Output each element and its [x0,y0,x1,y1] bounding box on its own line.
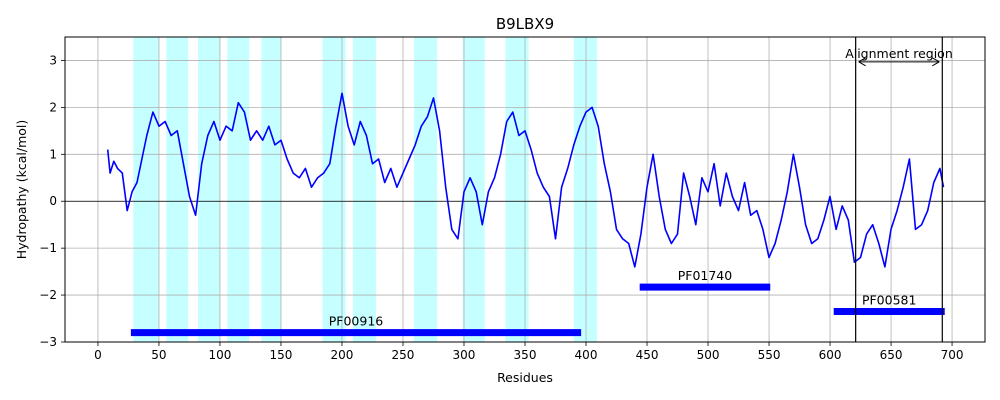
x-tick-label: 100 [209,348,232,362]
y-tick-label: −1 [39,241,57,255]
y-tick-label: −3 [39,335,57,349]
alignment-label: Alignment region [845,46,953,61]
alignment-arrowhead-left [858,57,866,67]
x-tick-label: 150 [270,348,293,362]
alignment-region: Alignment region [845,37,953,342]
x-tick-label: 300 [453,348,476,362]
x-tick-label: 0 [94,348,102,362]
alignment-arrowhead-right [932,57,940,67]
x-tick-label: 650 [880,348,903,362]
hydropathy-series [106,92,945,268]
hydropathy-line-1 [106,92,945,268]
x-tick-label: 600 [819,348,842,362]
tm-region-3 [197,37,220,342]
domain-label-pf00916: PF00916 [329,314,384,329]
tm-region-1 [133,37,159,342]
tm-regions [133,37,597,342]
x-axis-label: Residues [497,370,553,385]
chart-title: B9LBX9 [496,15,554,33]
y-tick-label: 2 [49,100,57,114]
y-axis-label: Hydropathy (kcal/mol) [14,120,29,260]
x-tick-label: 400 [575,348,598,362]
tm-region-6 [322,37,346,342]
y-tick-label: 0 [49,194,57,208]
x-tick-label: 50 [151,348,166,362]
tm-region-8 [413,37,438,342]
tm-region-7 [352,37,377,342]
x-tick-label: 200 [331,348,354,362]
tm-region-4 [227,37,250,342]
x-tick-label: 250 [392,348,415,362]
x-tick-label: 350 [514,348,537,362]
x-tick-label: 450 [636,348,659,362]
domain-bars: PF00916 PF01740 PF00581 [130,268,945,337]
y-axis-ticks: −3 −2 −1 0 1 2 3 [39,53,65,349]
domain-bar-pf00581 [833,308,945,315]
tm-region-5 [261,37,281,342]
x-axis-ticks: 0 50 100 150 200 250 300 350 400 450 500 550 600 650 7… [94,342,964,362]
y-tick-label: 1 [49,147,57,161]
tm-region-9 [462,37,485,342]
x-tick-label: 550 [758,348,781,362]
x-tick-label: 700 [941,348,964,362]
x-tick-label: 500 [697,348,720,362]
tm-region-2 [166,37,189,342]
y-tick-label: 3 [49,53,57,67]
tm-region-11 [573,37,597,342]
y-tick-label: −2 [39,288,57,302]
domain-bar-pf01740 [639,283,771,291]
domain-label-pf00581: PF00581 [862,293,917,308]
domain-bar-pf00916 [130,329,582,337]
domain-label-pf01740: PF01740 [678,268,733,283]
